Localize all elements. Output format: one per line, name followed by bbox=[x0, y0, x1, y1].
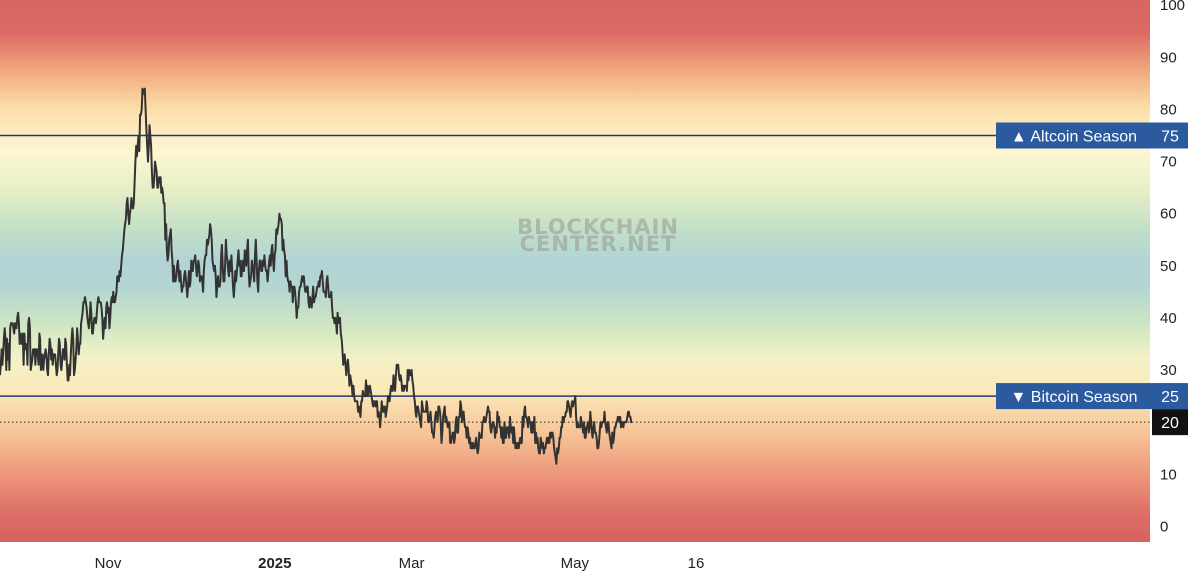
y-tick-label: 100 bbox=[1160, 0, 1185, 14]
price-axis-background bbox=[1150, 0, 1200, 542]
current-value-box bbox=[1152, 409, 1188, 436]
x-tick-label: Mar bbox=[399, 555, 425, 572]
y-tick-label: 80 bbox=[1160, 101, 1177, 118]
x-tick-label: 16 bbox=[688, 555, 705, 572]
series-line bbox=[0, 87, 633, 465]
level-label-box bbox=[996, 383, 1152, 410]
level-label-text: ▼ Bitcoin Season bbox=[1010, 389, 1137, 406]
x-axis: Nov 2025 Mar May 16 bbox=[95, 555, 705, 572]
level-value-text: 75 bbox=[1161, 129, 1179, 146]
y-tick-label: 0 bbox=[1160, 518, 1168, 535]
x-tick-label: 2025 bbox=[258, 555, 291, 572]
level-label-box bbox=[996, 122, 1152, 149]
level-value-box bbox=[1152, 383, 1188, 410]
watermark-line-2: CENTER.NET bbox=[520, 232, 677, 256]
level-value-text: 25 bbox=[1161, 389, 1179, 406]
y-tick-label: 60 bbox=[1160, 206, 1177, 223]
x-tick-label: Nov bbox=[95, 555, 122, 572]
y-tick-label: 40 bbox=[1160, 310, 1177, 327]
level-value-box bbox=[1152, 122, 1188, 149]
time-axis-background bbox=[0, 542, 1200, 588]
level-tags: ▲ Altcoin Season 75 ▼ Bitcoin Season 25 20 bbox=[996, 122, 1188, 436]
watermark: BLOCKCHAIN CENTER.NET bbox=[517, 215, 679, 256]
series-layer bbox=[0, 87, 633, 465]
watermark-line-1: BLOCKCHAIN bbox=[517, 215, 679, 239]
current-value-text: 20 bbox=[1161, 415, 1179, 432]
y-tick-label: 10 bbox=[1160, 466, 1177, 483]
y-tick-label: 30 bbox=[1160, 362, 1177, 379]
y-tick-label: 50 bbox=[1160, 258, 1177, 275]
y-axis: 0 10 20 30 40 50 60 70 80 90 100 bbox=[1160, 0, 1185, 535]
level-label-text: ▲ Altcoin Season bbox=[1011, 129, 1137, 146]
y-tick-label: 70 bbox=[1160, 154, 1177, 171]
y-tick-label: 90 bbox=[1160, 49, 1177, 66]
x-tick-label: May bbox=[561, 555, 590, 572]
